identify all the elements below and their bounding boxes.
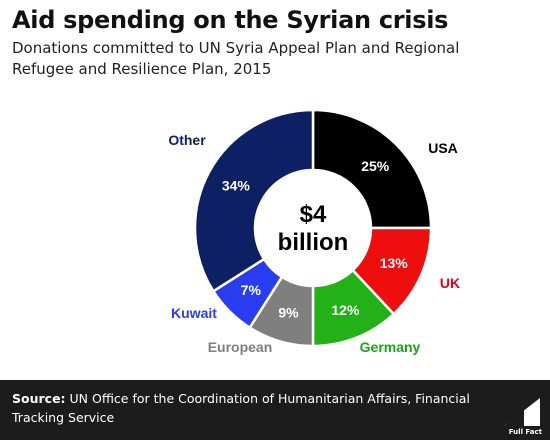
value-label-uk: 13%: [380, 255, 409, 271]
center-total-amount: $4: [300, 201, 327, 228]
chart-title: Aid spending on the Syrian crisis: [12, 6, 449, 34]
value-label-usa: 25%: [361, 158, 390, 174]
value-label-kuwait: 7%: [241, 282, 262, 298]
source-label: Source:: [12, 391, 66, 406]
donut-chart: 25% 13% 12% 9% 7% 34% USA UK Germany European Kuw…: [168, 108, 460, 355]
source-footer: Source: UN Office for the Coordination o…: [0, 380, 550, 440]
full-fact-logo: Full Fact: [500, 396, 544, 436]
full-fact-logo-icon: [504, 398, 540, 426]
slice-other: [193, 108, 315, 293]
category-label-kuwait: Kuwait: [171, 305, 217, 321]
slice-category-labels: USA UK Germany European Kuwait Other: [168, 132, 460, 355]
source-note: Source: UN Office for the Coordination o…: [12, 389, 487, 427]
category-label-uk: UK: [440, 275, 460, 291]
slice-value-labels: 25% 13% 12% 9% 7% 34%: [222, 158, 408, 321]
category-label-usa: USA: [428, 140, 458, 156]
value-label-other: 34%: [222, 178, 251, 194]
category-label-other: Other: [168, 132, 206, 148]
donut-slices: [193, 108, 433, 348]
center-total-unit: billion: [278, 229, 349, 256]
chart-subtitle: Donations committed to UN Syria Appeal P…: [12, 39, 460, 78]
source-text: UN Office for the Coordination of Humani…: [12, 391, 470, 425]
category-label-european: European: [208, 339, 273, 355]
value-label-germany: 12%: [331, 302, 360, 318]
category-label-germany: Germany: [360, 339, 421, 355]
brand-name: Full Fact: [508, 428, 542, 436]
value-label-european: 9%: [278, 305, 299, 321]
slice-usa: [311, 108, 433, 230]
